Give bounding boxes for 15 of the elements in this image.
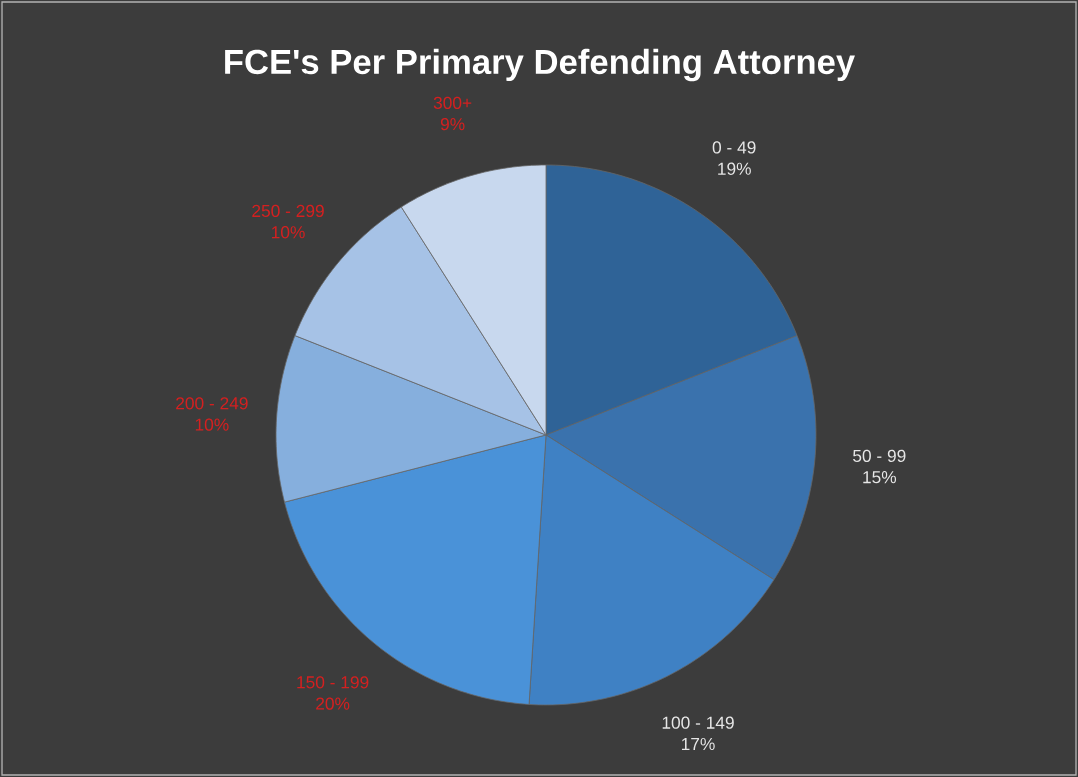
data-label: 10% [195,418,229,431]
slice-label: 0 - 49 [712,141,756,154]
data-label: 20% [316,697,350,710]
slice-label: 200 - 249 [176,397,248,410]
slice-label: 50 - 99 [853,449,906,462]
data-label: 15% [863,471,897,484]
slice-label: 250 - 299 [252,204,324,218]
chart-title: FCE's Per Primary Defending Attorney [225,48,855,82]
slice-label: 150 - 199 [297,676,369,689]
data-label: 10% [272,226,305,239]
slice-label: 100 - 149 [662,716,734,729]
data-label: 17% [681,737,715,751]
data-label: 19% [718,162,751,175]
data-label: 9% [440,118,465,131]
slice-label: 300+ [433,96,472,109]
